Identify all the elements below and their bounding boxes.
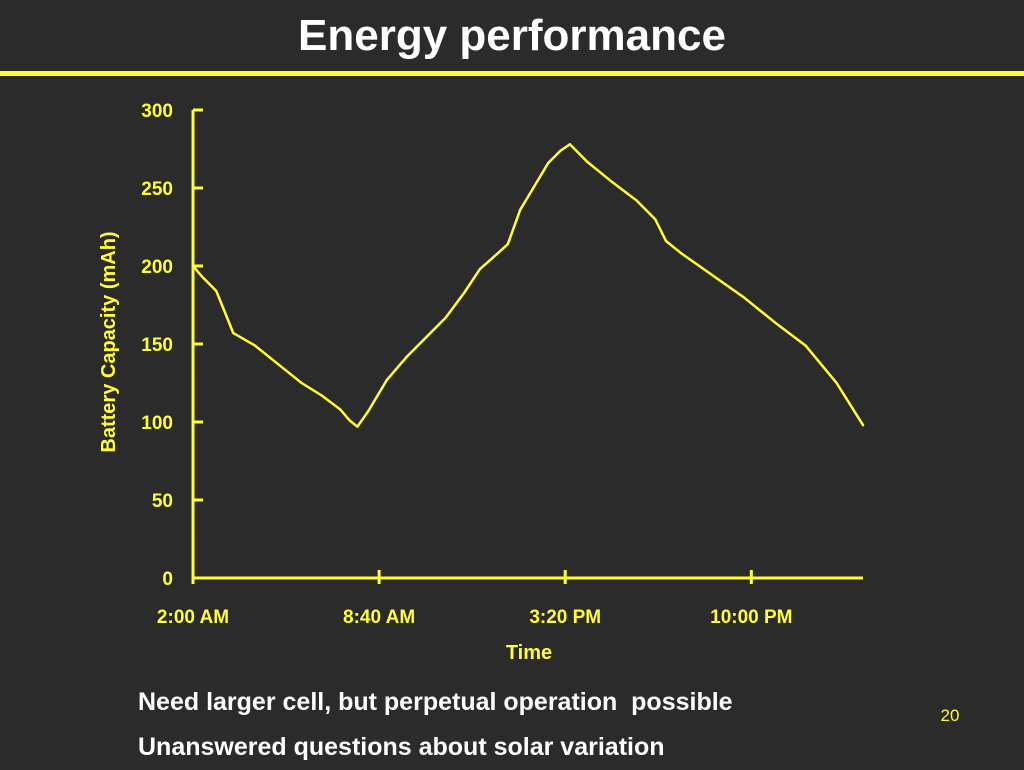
data-point [367,409,370,413]
data-point [506,242,510,246]
data-point [742,296,745,299]
data-point [610,180,613,183]
data-point [711,274,714,277]
data-point [559,149,562,152]
data-point [405,355,409,358]
y-tick-label: 300 [141,101,173,122]
data-point [773,320,776,324]
y-tick-label: 250 [141,179,173,200]
data-point [348,419,351,422]
bullet-item: Need larger cell, but perpetual operatio… [138,688,733,716]
data-point [491,257,494,260]
x-axis-label: Time [506,642,552,664]
data-point [585,160,589,163]
data-point [339,408,342,411]
data-point [861,423,865,427]
data-point [425,335,429,338]
data-point [232,331,235,335]
data-point [320,394,323,397]
y-tick-label: 200 [141,257,173,278]
data-point [519,208,522,212]
x-tick-label: 10:00 PM [710,607,792,628]
x-tick-label: 8:40 AM [343,607,415,628]
chart-axes: 0 50 100 150 200 250 300 2:00 AM 8:40 AM 3:20 PM 1… [141,101,863,628]
y-tick-label: 50 [152,491,173,512]
x-tick-label: 3:20 PM [529,607,601,628]
data-point [478,267,482,271]
data-point [444,316,448,319]
data-point [680,252,683,255]
data-point [253,344,257,347]
y-axis-label: Battery Capacity (mAh) [98,231,120,452]
bullet-list: Need larger cell, but perpetual operatio… [138,680,733,770]
data-point [191,264,195,268]
data-point [804,344,807,347]
data-point [385,378,389,382]
chart-plot-area [191,143,865,428]
data-point [568,143,572,146]
data-point [537,177,541,180]
bullet-item: Unanswered questions about solar variati… [138,733,665,761]
page-number: 20 [940,706,960,725]
data-point [546,161,550,165]
battery-capacity-series-line [191,143,865,428]
data-point [463,291,466,294]
x-tick-label: 2:00 AM [157,607,229,628]
data-point [277,363,280,366]
y-tick-label: 150 [141,335,173,356]
title-underline [0,71,1024,76]
data-point [356,425,359,428]
y-tick-label: 100 [141,413,173,434]
data-point [635,199,638,202]
slide-title: Energy performance [298,11,726,60]
data-point [300,381,303,385]
data-point [215,289,218,293]
data-point [201,275,204,279]
data-point [653,218,657,221]
y-tick-label: 0 [162,569,173,590]
data-point [835,381,838,385]
data-point [664,239,668,243]
